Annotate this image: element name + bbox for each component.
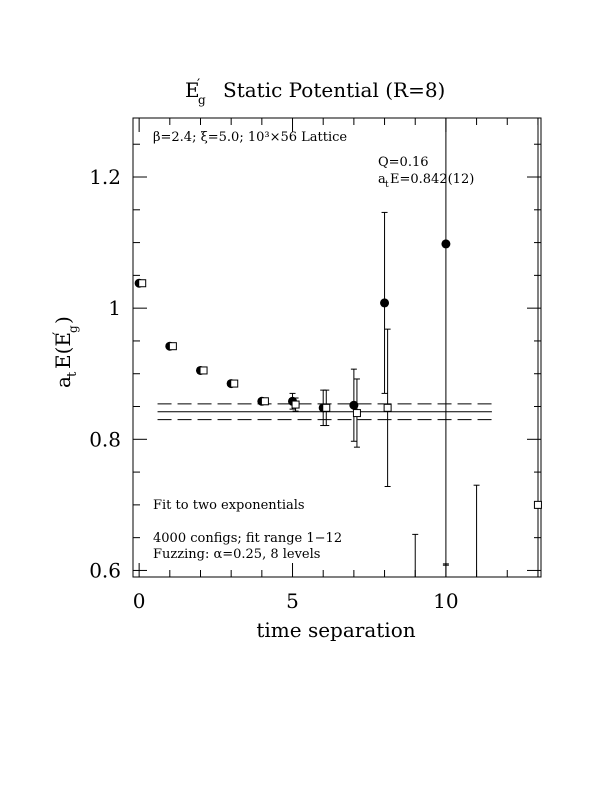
data-point-square — [230, 379, 239, 388]
configs-annotation: 4000 configs; fit range 1−12 — [153, 531, 342, 546]
title-prime: ′ — [197, 77, 200, 93]
y-tick-label: 0.8 — [89, 427, 121, 451]
y-label-close: ) — [51, 316, 75, 324]
y-label-t: t — [65, 371, 80, 377]
x-tick-label: 10 — [433, 589, 458, 613]
title-subscript: g — [198, 93, 206, 107]
x-tick-label: 0 — [133, 589, 146, 613]
y-tick-label: 1 — [108, 296, 121, 320]
chart-title: E ′ g Static Potential (R=8) — [185, 77, 445, 107]
fit-energy-rest: E=0.842(12) — [390, 172, 474, 187]
y-label-a: a — [51, 376, 75, 388]
x-axis-label: time separation — [256, 618, 415, 642]
plot-frame — [132, 117, 542, 578]
title-rest: Static Potential (R=8) — [223, 78, 445, 102]
data-point-square — [322, 403, 331, 412]
data-point-filled — [441, 239, 451, 249]
q-value-annotation: Q=0.16 — [378, 155, 429, 170]
data-point-filled — [380, 298, 390, 308]
fit-energy-t: t — [385, 180, 389, 190]
y-axis-label: a t E(E ′ g ) — [51, 316, 80, 388]
fit-energy-a: a — [378, 172, 386, 187]
y-label-prime: ′ — [51, 332, 67, 335]
y-tick-label: 0.6 — [89, 558, 121, 582]
data-point-square — [168, 342, 177, 351]
axis-tick-labels: 0 5 10 0.6 0.8 1 1.2 — [89, 165, 458, 613]
lattice-annotation: β=2.4; ξ=5.0; 10³×56 Lattice — [153, 130, 347, 145]
title-main: E — [185, 78, 200, 102]
fuzzing-annotation: Fuzzing: α=0.25, 8 levels — [153, 547, 320, 562]
data-point-filled — [349, 400, 359, 410]
fit-energy-annotation: a t E=0.842(12) — [378, 172, 474, 190]
x-tick-label: 5 — [286, 589, 299, 613]
data-point-square — [533, 500, 542, 509]
data-point-square — [260, 397, 269, 406]
y-tick-label: 1.2 — [89, 165, 121, 189]
fit-method-annotation: Fit to two exponentials — [153, 498, 305, 513]
y-label-g: g — [66, 325, 80, 333]
data-point-square — [383, 403, 392, 412]
y-label-e: E(E — [51, 332, 75, 369]
data-points — [134, 118, 542, 577]
data-point-square — [352, 409, 361, 418]
data-point-square — [291, 400, 300, 409]
data-point-square — [199, 366, 208, 375]
data-point-square — [138, 279, 147, 288]
